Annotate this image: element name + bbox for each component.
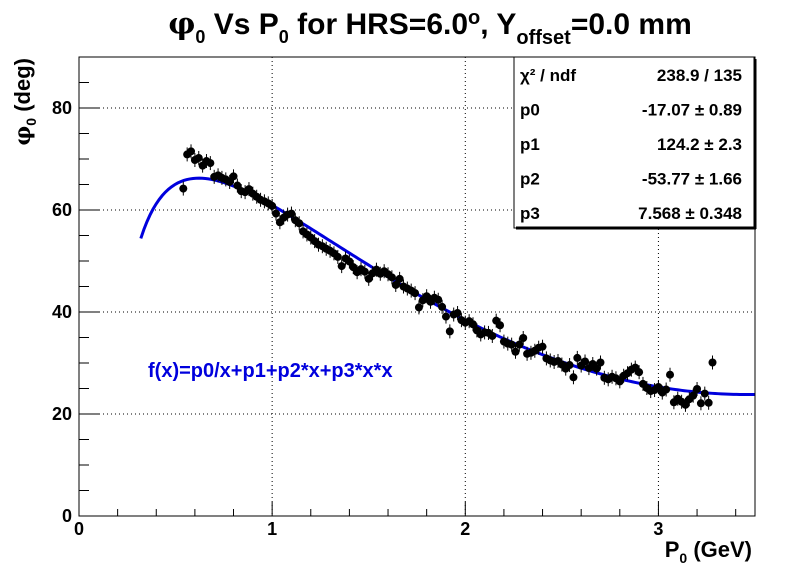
stats-param-name: p3 — [520, 204, 540, 223]
plot-frame — [78, 56, 756, 517]
data-point — [272, 206, 281, 221]
data-point — [689, 388, 698, 403]
data-point — [179, 181, 188, 196]
data-point — [438, 299, 447, 314]
data-point — [569, 370, 578, 385]
fit-formula-label: f(x)=p0/x+p1+p2*x+p3*x*x — [148, 360, 393, 382]
data-point — [696, 396, 705, 411]
data-point — [411, 286, 420, 301]
data-point — [441, 309, 450, 324]
stats-param-value: 124.2 ± 2.3 — [657, 135, 742, 154]
data-point — [206, 156, 215, 171]
data-point — [295, 216, 304, 231]
data-point — [573, 350, 582, 365]
data-point — [519, 331, 528, 346]
stats-param-name: p2 — [520, 170, 540, 189]
data-point — [635, 365, 644, 380]
y-tick-label: 40 — [52, 302, 72, 322]
data-point — [662, 382, 671, 397]
stats-param-value: -53.77 ± 1.66 — [642, 170, 742, 189]
data-point — [445, 324, 454, 339]
data-point — [229, 169, 238, 184]
data-point — [581, 354, 590, 369]
data-point — [596, 355, 605, 370]
data-point — [391, 277, 400, 292]
data-point — [693, 382, 702, 397]
y-tick-label: 20 — [52, 404, 72, 424]
data-point — [268, 198, 277, 213]
data-point — [496, 318, 505, 333]
data-point — [488, 328, 497, 343]
data-point — [187, 144, 196, 159]
data-point — [515, 337, 524, 352]
data-points — [179, 144, 717, 412]
y-tick-label: 0 — [62, 506, 72, 526]
chart-title: φ0 Vs P0 for HRS=6.0o, Yoffset=0.0 mm — [168, 7, 692, 49]
data-point — [395, 271, 404, 286]
data-point — [414, 300, 423, 315]
data-point — [507, 337, 516, 352]
data-point — [700, 386, 709, 401]
x-tick-label: 3 — [653, 519, 663, 539]
stats-param-value: 238.9 / 135 — [657, 66, 742, 85]
data-point — [287, 206, 296, 221]
y-tick-label: 60 — [52, 200, 72, 220]
stats-param-value: 7.568 ± 0.348 — [638, 204, 742, 223]
stats-param-value: -17.07 ± 0.89 — [642, 101, 742, 120]
x-tick-label: 2 — [460, 519, 470, 539]
data-point — [333, 249, 342, 264]
data-point — [387, 270, 396, 285]
data-point — [704, 395, 713, 410]
y-tick-label: 80 — [52, 98, 72, 118]
data-point — [360, 264, 369, 279]
stats-param-name: p0 — [520, 101, 540, 120]
x-tick-label: 0 — [74, 519, 84, 539]
data-point — [565, 358, 574, 373]
data-point — [453, 306, 462, 321]
data-point — [469, 317, 478, 332]
x-tick-label: 1 — [267, 519, 277, 539]
x-axis-ticks: 0 1 2 3 — [74, 502, 737, 539]
data-point — [337, 259, 346, 274]
x-axis-label: P0 (GeV) — [665, 537, 752, 566]
stats-param-name: χ² / ndf — [520, 66, 576, 85]
data-point — [592, 361, 601, 376]
y-axis-label: φ0 (deg) — [10, 58, 39, 146]
data-point — [194, 150, 203, 165]
fit-stats-box: χ² / ndf 238.9 / 135 p0 -17.07 ± 0.89 p1 124.… — [513, 56, 757, 230]
y-axis-ticks: 0 20 40 60 80 — [52, 82, 99, 526]
data-point — [708, 355, 717, 370]
data-point — [538, 339, 547, 354]
data-point — [511, 344, 520, 359]
data-point — [666, 367, 675, 382]
stats-param-name: p1 — [520, 135, 540, 154]
stats-box-frame — [513, 56, 755, 229]
data-point — [434, 292, 443, 307]
